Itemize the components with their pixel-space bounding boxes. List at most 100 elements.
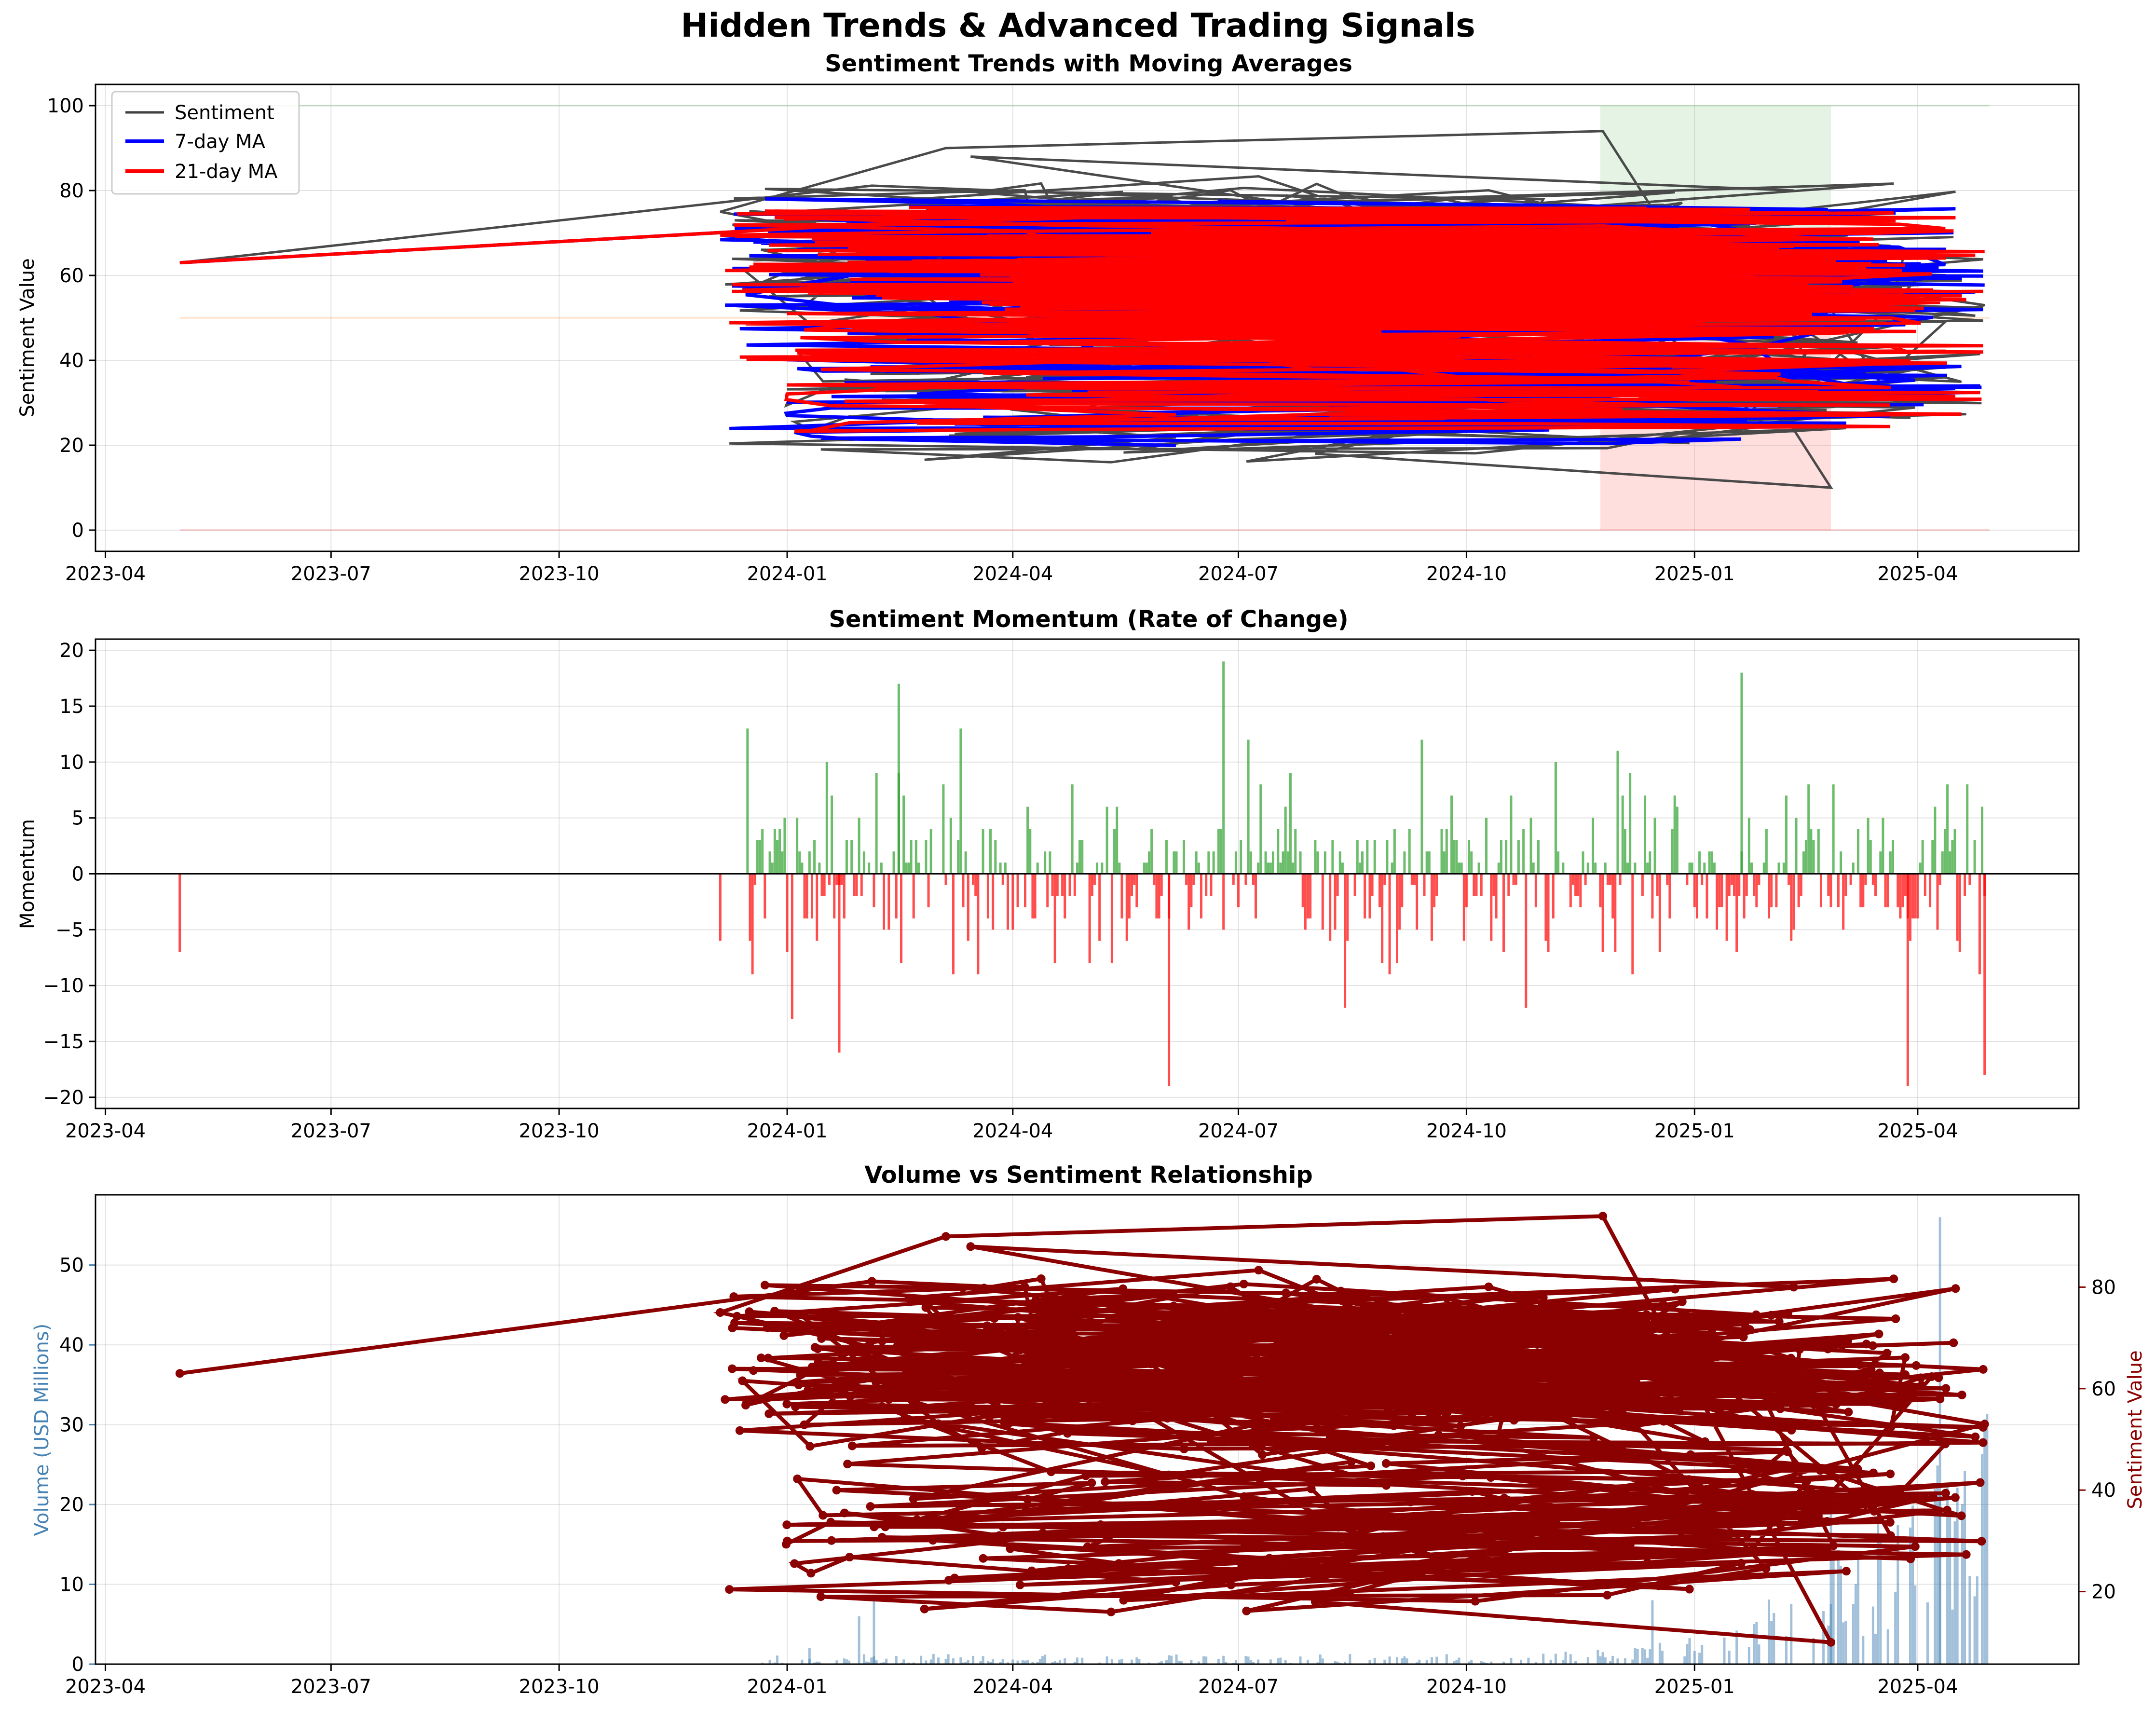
sentiment-point [1623, 1373, 1632, 1382]
y-tick-label: 40 [59, 350, 84, 372]
sentiment-point [1911, 1361, 1921, 1370]
volume-bar [1624, 1658, 1626, 1664]
momentum-bar [1306, 874, 1309, 919]
momentum-bar [1423, 874, 1426, 896]
sentiment-point [1168, 1365, 1177, 1374]
volume-bar [999, 1662, 1002, 1664]
volume-bar [1599, 1656, 1602, 1664]
momentum-bar [1078, 840, 1081, 874]
sentiment-point [805, 1442, 815, 1451]
sentiment-point [841, 1383, 850, 1393]
momentum-bar [1795, 818, 1798, 874]
momentum-bar [964, 851, 967, 874]
momentum-bar [838, 874, 841, 885]
sentiment-point [1401, 1365, 1410, 1374]
momentum-bar [1383, 874, 1386, 885]
sentiment-point [1360, 1522, 1369, 1531]
momentum-bar [1401, 874, 1404, 907]
momentum-bar [1906, 874, 1909, 919]
sentiment-point [806, 1569, 816, 1578]
sentiment-point [1518, 1311, 1527, 1320]
sentiment-point [1449, 1391, 1458, 1400]
volume-bar [1026, 1660, 1029, 1664]
sentiment-point [816, 1592, 825, 1601]
sentiment-point [1197, 1470, 1205, 1479]
sentiment-point [1020, 1356, 1029, 1365]
sentiment-point [1096, 1520, 1105, 1529]
sentiment-point [1641, 1317, 1651, 1326]
sentiment-point [1654, 1385, 1664, 1394]
momentum-bar [1292, 862, 1295, 874]
sentiment-point [1788, 1362, 1797, 1371]
momentum-bar [1745, 874, 1748, 896]
legend-21-day-ma: 21-day MA [175, 161, 278, 183]
momentum-bar [759, 840, 762, 874]
momentum-bar [1502, 874, 1505, 952]
x-tick-label: 2024-07 [1198, 563, 1279, 585]
volume-bar [1445, 1654, 1448, 1664]
momentum-bar [1331, 840, 1334, 874]
sentiment-point [1164, 1470, 1174, 1479]
sentiment-point [1383, 1360, 1392, 1369]
sentiment-point [976, 1375, 985, 1384]
sentiment-point [1678, 1297, 1687, 1306]
momentum-bar [1453, 840, 1456, 874]
sentiment-point [1607, 1352, 1616, 1361]
sentiment-point [1787, 1354, 1796, 1363]
sentiment-point [1631, 1376, 1640, 1385]
momentum-bar [1205, 874, 1208, 896]
volume-bar [1244, 1656, 1247, 1664]
momentum-bar [855, 874, 858, 896]
volume-bar [1073, 1662, 1076, 1664]
sentiment-point [1123, 1396, 1132, 1406]
sentiment-point [819, 1511, 828, 1520]
sentiment-point [1618, 1511, 1627, 1520]
sentiment-point [1051, 1356, 1060, 1366]
momentum-bar [1148, 851, 1150, 874]
sentiment-point [920, 1604, 929, 1613]
sentiment-point [1427, 1352, 1436, 1361]
momentum-bar [1249, 851, 1252, 874]
sentiment-point [1011, 1352, 1020, 1361]
volume-bar [1202, 1656, 1205, 1664]
y-tick-label: 20 [59, 1494, 84, 1516]
volume-bar [883, 1662, 886, 1664]
sentiment-point [1292, 1380, 1301, 1389]
sentiment-point [1407, 1409, 1417, 1419]
momentum-bar [1368, 874, 1371, 919]
volume-bar [1597, 1650, 1599, 1664]
volume-bar [801, 1659, 804, 1664]
sentiment-point [1517, 1339, 1526, 1348]
volume-bar [1871, 1606, 1874, 1664]
momentum-bar [816, 874, 819, 941]
momentum-bar [1259, 784, 1262, 874]
momentum-bar [1534, 874, 1537, 907]
sentiment-point [1171, 1578, 1180, 1587]
volume-bar [1299, 1656, 1302, 1664]
sentiment-point [1649, 1352, 1658, 1361]
sentiment-point [1249, 1392, 1258, 1401]
momentum-bar [1024, 874, 1026, 907]
sentiment-point [1545, 1536, 1554, 1545]
momentum-bar [1698, 851, 1701, 874]
volume-bar [1401, 1658, 1404, 1664]
momentum-bar [833, 874, 836, 919]
y-tick-label: −20 [43, 1087, 84, 1109]
volume-bar [1574, 1661, 1577, 1664]
momentum-bar [1500, 840, 1502, 874]
sentiment-point [814, 1358, 823, 1367]
sentiment-point [1598, 1212, 1608, 1221]
sentiment-point [1562, 1537, 1571, 1546]
momentum-bar [756, 840, 759, 874]
sentiment-point [1101, 1477, 1110, 1486]
momentum-bar [1346, 874, 1349, 941]
sentiment-point [1750, 1381, 1759, 1391]
momentum-bar [925, 840, 928, 874]
sentiment-point [1629, 1358, 1638, 1367]
momentum-bar [1614, 874, 1617, 952]
momentum-bar [1465, 874, 1468, 907]
volume-bar [1822, 1611, 1825, 1664]
sentiment-point [1366, 1461, 1376, 1470]
volume-bar [1844, 1621, 1847, 1664]
volume-bar [1118, 1659, 1121, 1664]
